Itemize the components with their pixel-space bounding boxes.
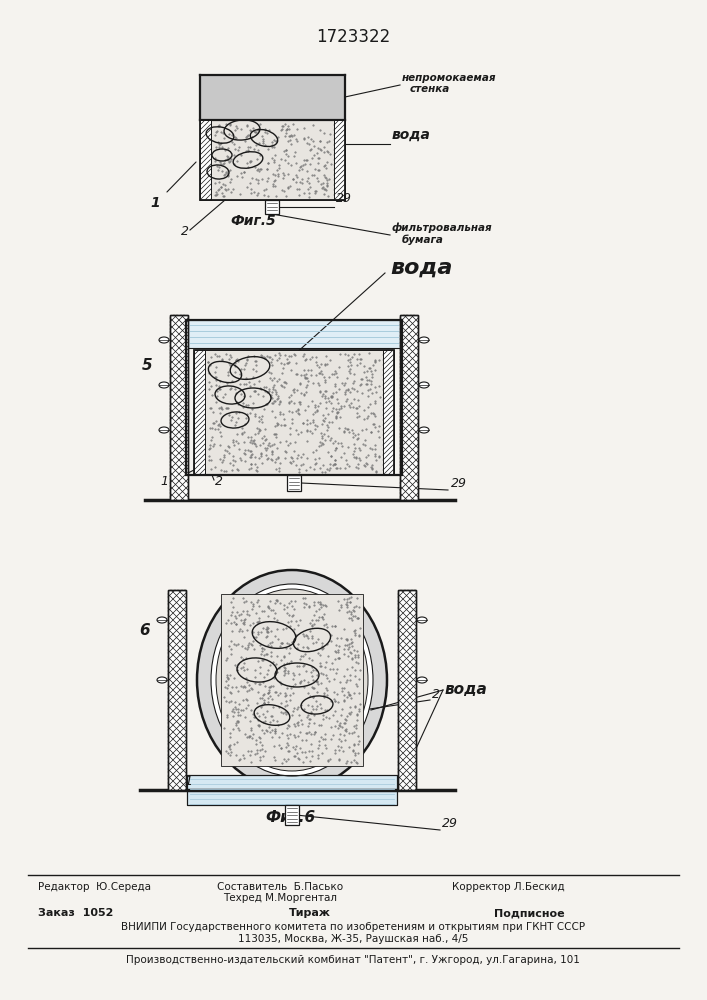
Text: Фиг.5: Фиг.5 — [230, 214, 276, 228]
Text: непромокаемая: непромокаемая — [402, 73, 496, 83]
Text: 29: 29 — [451, 477, 467, 490]
Text: вода: вода — [390, 258, 452, 278]
Bar — [287, 475, 301, 491]
Ellipse shape — [419, 382, 429, 388]
Text: 2: 2 — [181, 225, 189, 238]
Bar — [170, 315, 188, 500]
Bar — [187, 775, 397, 805]
Ellipse shape — [417, 677, 427, 683]
Text: 1723322: 1723322 — [316, 28, 390, 46]
Ellipse shape — [216, 589, 368, 771]
Bar — [200, 120, 211, 200]
Text: фильтровальная: фильтровальная — [392, 223, 493, 233]
Text: 1: 1 — [184, 775, 192, 788]
Bar — [194, 350, 205, 475]
Ellipse shape — [419, 427, 429, 433]
Text: Тираж: Тираж — [289, 908, 331, 918]
Text: 5: 5 — [141, 358, 152, 373]
Bar — [383, 350, 394, 475]
Ellipse shape — [417, 617, 427, 623]
Ellipse shape — [159, 382, 169, 388]
Text: вода: вода — [445, 682, 488, 698]
Ellipse shape — [159, 337, 169, 343]
Text: 113035, Москва, Ж-35, Раушская наб., 4/5: 113035, Москва, Ж-35, Раушская наб., 4/5 — [238, 934, 468, 944]
Bar — [200, 120, 211, 200]
Bar — [168, 590, 186, 790]
Text: Подписное: Подписное — [494, 908, 565, 918]
Bar — [211, 120, 334, 200]
Text: 2: 2 — [215, 475, 223, 488]
Bar — [400, 315, 418, 500]
Ellipse shape — [419, 337, 429, 343]
Bar — [200, 75, 345, 120]
Text: Редактор  Ю.Середа: Редактор Ю.Середа — [38, 882, 151, 892]
Text: ВНИИПИ Государственного комитета по изобретениям и открытиям при ГКНТ СССР: ВНИИПИ Государственного комитета по изоб… — [121, 922, 585, 932]
Text: 1: 1 — [150, 196, 160, 210]
Bar — [170, 315, 188, 500]
Bar — [194, 350, 205, 475]
Bar — [186, 320, 402, 348]
Text: Корректор Л.Бескид: Корректор Л.Бескид — [452, 882, 565, 892]
Bar — [334, 120, 345, 200]
Text: вода: вода — [392, 128, 431, 142]
Ellipse shape — [157, 617, 167, 623]
Text: 29: 29 — [336, 192, 352, 205]
Ellipse shape — [197, 570, 387, 790]
Bar — [200, 120, 345, 200]
Bar — [400, 315, 418, 500]
Bar — [168, 590, 186, 790]
Ellipse shape — [211, 584, 373, 776]
Bar — [194, 350, 394, 475]
Text: Составитель  Б.Пасько: Составитель Б.Пасько — [217, 882, 343, 892]
Bar — [398, 590, 416, 790]
Text: Производственно-издательский комбинат "Патент", г. Ужгород, ул.Гагарина, 101: Производственно-издательский комбинат "П… — [126, 955, 580, 965]
Text: 6: 6 — [139, 623, 150, 638]
Text: Заказ  1052: Заказ 1052 — [38, 908, 113, 918]
Bar — [383, 350, 394, 475]
Text: стенка: стенка — [410, 84, 450, 94]
Ellipse shape — [157, 677, 167, 683]
Text: Техред М.Моргентал: Техред М.Моргентал — [223, 893, 337, 903]
Bar — [187, 775, 397, 805]
Text: 1: 1 — [160, 475, 168, 488]
Bar — [186, 320, 402, 475]
Text: Фиг.6: Фиг.6 — [265, 810, 315, 825]
Text: бумага: бумага — [402, 234, 444, 245]
Bar — [334, 120, 345, 200]
Bar — [398, 590, 416, 790]
Bar — [205, 350, 383, 475]
Bar — [265, 200, 279, 214]
Text: 29: 29 — [442, 817, 458, 830]
Ellipse shape — [159, 427, 169, 433]
Bar — [221, 594, 363, 766]
Bar — [285, 805, 299, 825]
Text: 2: 2 — [432, 688, 440, 701]
